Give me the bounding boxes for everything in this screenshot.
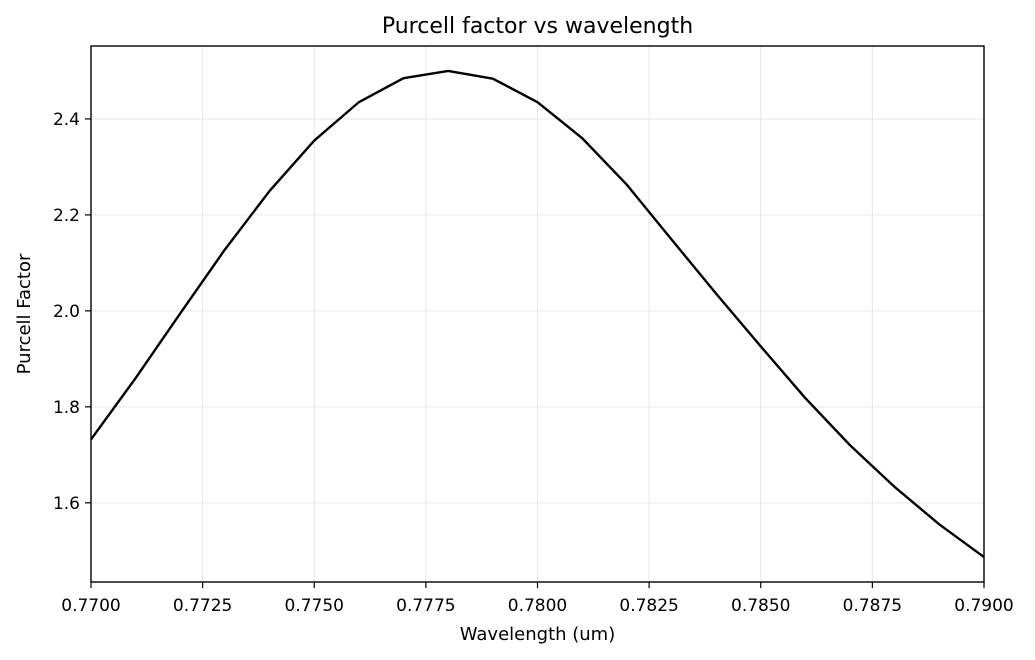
x-tick-label: 0.7900 — [954, 596, 1013, 616]
x-tick-label: 0.7725 — [173, 596, 232, 616]
x-tick-label: 0.7800 — [508, 596, 567, 616]
x-tick-label: 0.7775 — [396, 596, 455, 616]
x-tick-label: 0.7750 — [285, 596, 344, 616]
y-tick-label: 1.8 — [53, 398, 80, 418]
chart-title: Purcell factor vs wavelength — [382, 14, 693, 39]
y-tick-label: 2.2 — [53, 206, 80, 226]
x-axis-ticks: 0.7700 0.7725 0.7750 0.7775 0.7800 0.7825 0.78… — [61, 582, 1014, 616]
y-tick-label: 2.4 — [53, 110, 80, 130]
series-layer — [90, 69, 985, 559]
y-axis-ticks: 1.6 1.8 2.0 2.2 2.4 — [53, 110, 91, 514]
y-axis-label: Purcell Factor — [14, 253, 35, 374]
x-axis-label: Wavelength (um) — [460, 624, 616, 645]
x-tick-label: 0.7825 — [619, 596, 678, 616]
purcell-factor-line — [90, 69, 985, 559]
x-tick-label: 0.7875 — [843, 596, 902, 616]
y-tick-label: 1.6 — [53, 494, 80, 514]
grid-lines — [90, 46, 985, 582]
x-tick-label: 0.7850 — [731, 596, 790, 616]
y-tick-label: 2.0 — [53, 302, 80, 322]
x-tick-label: 0.7700 — [61, 596, 120, 616]
